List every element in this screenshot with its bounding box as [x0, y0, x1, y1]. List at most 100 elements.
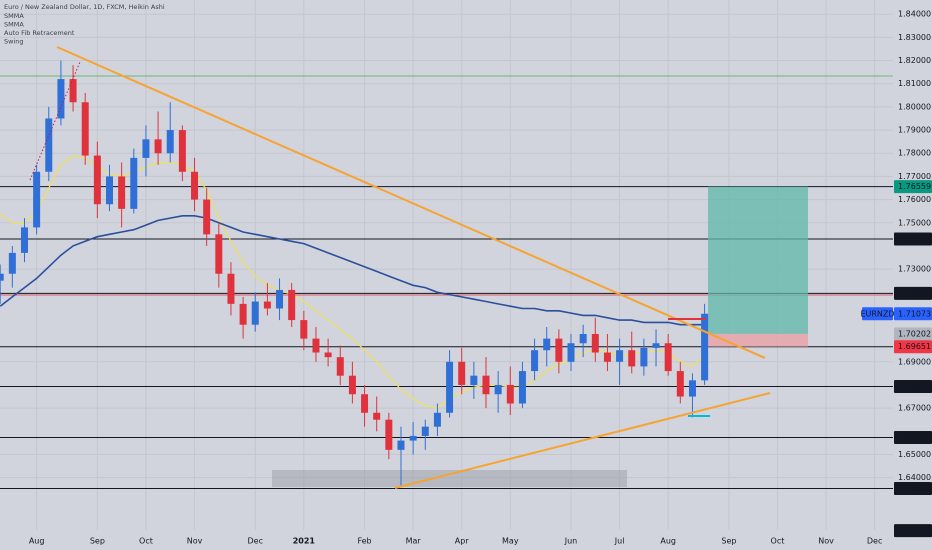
price-label-box [894, 340, 932, 354]
price-label-box [894, 524, 932, 538]
x-tick-label: Aug [660, 537, 676, 546]
candle-body [348, 375, 356, 395]
y-tick-label: 1.73000 [898, 265, 931, 274]
drawings [29, 46, 771, 489]
candle-body [373, 412, 381, 420]
candle-body [579, 333, 587, 344]
price-label-box [894, 286, 932, 300]
candle-body [312, 338, 320, 353]
legend-entry: SMMA [4, 12, 24, 20]
x-tick-label: Nov [818, 537, 834, 546]
legend: Euro / New Zealand Dollar, 1D, FXCM, Hei… [4, 3, 165, 46]
symbol-label: EURNZD [860, 309, 894, 318]
candle-body [397, 440, 405, 450]
y-tick-label: 1.78000 [898, 149, 931, 158]
candle-body [336, 357, 344, 376]
candle-body [446, 361, 454, 413]
candle-body [263, 301, 271, 309]
candle-body [154, 139, 162, 154]
candle-body [701, 313, 709, 381]
candle-body [603, 352, 611, 362]
price-label-box [894, 431, 932, 445]
x-tick-label: Jun [564, 537, 578, 546]
candle-body [433, 412, 441, 427]
candle-body [45, 118, 53, 172]
x-tick-label: Dec [867, 537, 882, 546]
x-tick-label: Sep [721, 537, 736, 546]
y-tick-label: 1.84000 [898, 10, 931, 19]
legend-entry: SMMA [4, 21, 24, 29]
candle-body [482, 375, 490, 395]
profit-zone [708, 186, 808, 334]
price-label: 1.61715 [898, 526, 931, 535]
candle-body [33, 171, 41, 228]
candle-body [458, 361, 466, 385]
candle-body [616, 350, 624, 362]
candle-body [324, 352, 332, 358]
y-tick-label: 1.80000 [898, 102, 931, 111]
candle-body [518, 371, 526, 404]
zone [272, 470, 627, 487]
y-tick-label: 1.67000 [898, 404, 931, 413]
candle-body [203, 199, 211, 235]
candle-body [57, 79, 65, 119]
ma-line [0, 154, 706, 409]
x-tick-label: Sep [90, 537, 105, 546]
price-label: 1.71073 [898, 309, 931, 318]
candle-body [591, 333, 599, 353]
price-label: 1.67933 [898, 382, 931, 391]
candle-body [215, 234, 223, 274]
position-tool [708, 186, 808, 347]
candle-body [409, 435, 417, 441]
candle-body [239, 303, 247, 325]
candle-body [69, 79, 77, 103]
symbol-box [862, 307, 893, 321]
candle-body [276, 289, 284, 309]
x-tick-label: Nov [187, 537, 203, 546]
x-tick-label: Apr [455, 537, 470, 546]
candle-body [421, 426, 429, 436]
x-tick-label: Oct [139, 537, 153, 546]
price-label: 1.69651 [898, 342, 931, 351]
x-tick-label: May [502, 537, 519, 546]
x-tick-label: Dec [248, 537, 263, 546]
candle-body [361, 394, 369, 413]
price-label: 1.76559 [898, 182, 931, 191]
candle-body [664, 343, 672, 372]
price-label: 1.70202 [898, 329, 931, 338]
x-tick-label: 2021 [293, 537, 316, 546]
candle-body [385, 419, 393, 450]
legend-entry: Swing [4, 38, 24, 46]
y-tick-label: 1.75000 [898, 218, 931, 227]
candle-body [166, 130, 174, 154]
ma-line [0, 215, 705, 326]
y-tick-label: 1.83000 [898, 33, 931, 42]
price-label: 1.71951 [898, 289, 931, 298]
y-tick-label: 1.81000 [898, 79, 931, 88]
candle-body [567, 343, 575, 362]
candle-body [470, 375, 478, 385]
candle-body [118, 176, 126, 209]
y-tick-label: 1.69000 [898, 357, 931, 366]
price-label: 1.65732 [898, 433, 931, 442]
candle-body [0, 273, 4, 281]
y-tick-label: 1.77000 [898, 172, 931, 181]
price-axis: 1.84000 1.83000 1.82000 1.81000 1.80000 1.790… [29, 10, 932, 546]
x-tick-label: Feb [357, 537, 371, 546]
candle-body [191, 171, 199, 200]
candle-body [506, 384, 514, 404]
price-label-box [894, 327, 932, 341]
y-tick-label: 1.64000 [898, 473, 931, 482]
price-label-box [894, 180, 932, 194]
candle-body [688, 380, 696, 397]
x-tick-label: Oct [771, 537, 785, 546]
candle-body [8, 252, 16, 274]
legend-title: Euro / New Zealand Dollar, 1D, FXCM, Hei… [4, 3, 165, 11]
candle-body [106, 176, 114, 205]
candle-body [300, 320, 308, 339]
candle-body [543, 338, 551, 351]
candle-body [93, 155, 101, 205]
legend-entry: Auto Fib Retracement [4, 29, 75, 37]
candle-body [555, 338, 563, 362]
